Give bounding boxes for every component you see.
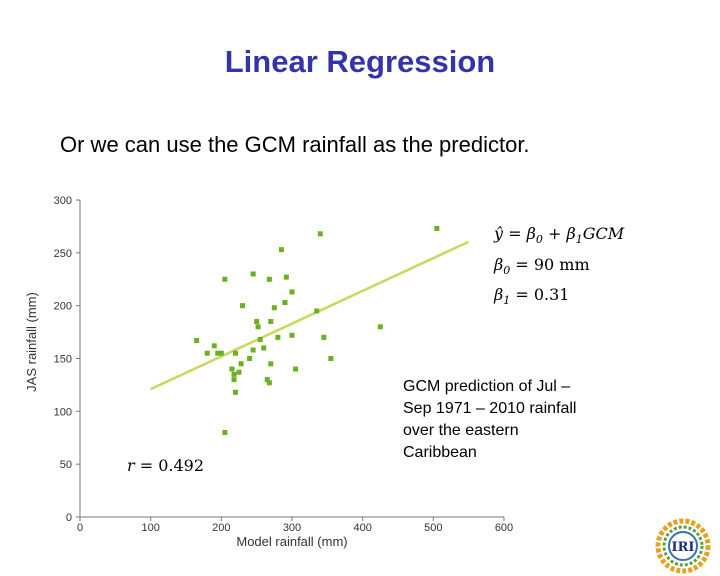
data-points bbox=[194, 226, 440, 435]
data-point bbox=[261, 345, 267, 351]
data-point bbox=[231, 377, 237, 383]
regression-line bbox=[150, 240, 470, 391]
x-tick-label: 600 bbox=[495, 522, 513, 534]
slide-title: Linear Regression bbox=[224, 44, 496, 79]
data-point bbox=[321, 334, 327, 340]
iri-logo-icon: IRI bbox=[655, 518, 711, 574]
y-axis-title: JAS rainfall (mm) bbox=[24, 292, 39, 392]
data-point bbox=[247, 356, 253, 361]
equation-line-3: β1 = 0.31 bbox=[493, 285, 569, 307]
equation-line-2: β0 = 90 mm bbox=[493, 255, 590, 277]
data-point bbox=[211, 343, 217, 349]
data-point bbox=[282, 299, 288, 305]
data-point bbox=[222, 429, 228, 435]
data-point bbox=[283, 274, 289, 280]
regression-equation: ŷ = β0 + β1GCM β0 = 90 mm β1 = 0.31 bbox=[493, 224, 625, 307]
tick-labels: 0 50 100 150 200 250 300 0 100 200 300 400 500 600 bbox=[54, 195, 514, 534]
data-point bbox=[271, 305, 277, 311]
data-point bbox=[314, 308, 320, 314]
x-tick-label: 500 bbox=[424, 522, 442, 534]
data-point bbox=[232, 389, 238, 395]
data-point bbox=[266, 380, 272, 386]
data-point bbox=[377, 324, 383, 330]
x-tick-label: 100 bbox=[141, 522, 159, 534]
data-point bbox=[264, 377, 270, 383]
y-tick-label: 50 bbox=[60, 459, 72, 471]
data-point bbox=[236, 369, 242, 375]
data-point bbox=[268, 319, 274, 325]
data-point bbox=[257, 336, 263, 342]
data-point bbox=[293, 366, 299, 372]
equation-line-1: ŷ = β0 + β1GCM bbox=[493, 224, 625, 246]
data-point bbox=[250, 347, 256, 353]
data-point bbox=[240, 303, 246, 309]
logo-text: IRI bbox=[672, 540, 695, 555]
data-point bbox=[289, 289, 295, 295]
data-point bbox=[317, 231, 323, 237]
data-point bbox=[215, 350, 221, 356]
y-tick-label: 150 bbox=[54, 354, 72, 366]
data-point bbox=[222, 276, 228, 282]
data-point bbox=[275, 334, 281, 340]
chart-caption: GCM prediction of Jul – Sep 1971 – 2010 … bbox=[403, 376, 663, 464]
data-point bbox=[194, 338, 200, 344]
regression-line-group bbox=[150, 240, 470, 391]
x-tick-label: 200 bbox=[212, 522, 230, 534]
data-point bbox=[434, 226, 440, 232]
y-tick-label: 250 bbox=[54, 248, 72, 260]
x-tick-label: 400 bbox=[353, 522, 371, 534]
x-tick-label: 0 bbox=[77, 522, 83, 534]
y-tick-label: 100 bbox=[54, 406, 72, 418]
y-tick-label: 0 bbox=[66, 512, 72, 524]
caption-line-1: GCM prediction of Jul – bbox=[403, 378, 571, 395]
data-point bbox=[254, 319, 260, 325]
data-point bbox=[278, 247, 284, 253]
caption-line-4: Caribbean bbox=[403, 444, 477, 461]
x-axis-title: Model rainfall (mm) bbox=[236, 534, 347, 549]
data-point bbox=[328, 356, 334, 361]
y-tick-label: 200 bbox=[54, 301, 72, 313]
data-point bbox=[238, 361, 244, 367]
caption-line-3: over the eastern bbox=[403, 422, 519, 439]
caption-line-2: Sep 1971 – 2010 rainfall bbox=[403, 400, 577, 417]
data-point bbox=[255, 324, 261, 330]
data-point bbox=[289, 332, 295, 338]
data-point bbox=[204, 350, 210, 356]
data-point bbox=[232, 350, 238, 356]
data-point bbox=[229, 366, 235, 372]
chart-axes bbox=[76, 199, 505, 521]
y-tick-label: 300 bbox=[54, 195, 72, 207]
data-point bbox=[231, 371, 237, 377]
correlation-label: r = 0.492 bbox=[127, 456, 204, 475]
slide-subtitle: Or we can use the GCM rainfall as the pr… bbox=[60, 132, 530, 157]
data-point bbox=[268, 361, 274, 367]
data-point bbox=[218, 350, 224, 356]
x-tick-label: 300 bbox=[283, 522, 301, 534]
data-point bbox=[250, 271, 256, 277]
data-point bbox=[266, 276, 272, 282]
